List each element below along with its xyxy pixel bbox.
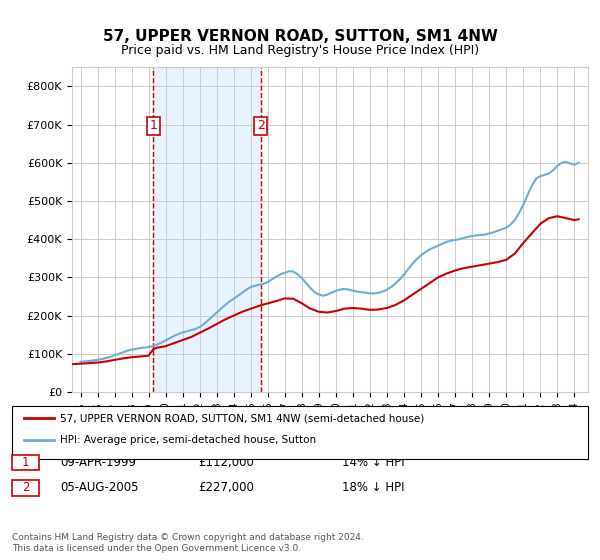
Text: 09-APR-1999: 09-APR-1999: [60, 456, 136, 469]
Text: Contains HM Land Registry data © Crown copyright and database right 2024.
This d: Contains HM Land Registry data © Crown c…: [12, 534, 364, 553]
Text: 2: 2: [257, 119, 265, 132]
Text: HPI: Average price, semi-detached house, Sutton: HPI: Average price, semi-detached house,…: [60, 435, 316, 445]
Text: 57, UPPER VERNON ROAD, SUTTON, SM1 4NW (semi-detached house): 57, UPPER VERNON ROAD, SUTTON, SM1 4NW (…: [60, 413, 424, 423]
Text: 57, UPPER VERNON ROAD, SUTTON, SM1 4NW: 57, UPPER VERNON ROAD, SUTTON, SM1 4NW: [103, 29, 497, 44]
Text: 05-AUG-2005: 05-AUG-2005: [60, 481, 139, 494]
Text: 2: 2: [22, 481, 29, 494]
Text: 1: 1: [149, 119, 157, 132]
Text: 1: 1: [22, 456, 29, 469]
Text: 14% ↓ HPI: 14% ↓ HPI: [342, 456, 404, 469]
Text: 18% ↓ HPI: 18% ↓ HPI: [342, 481, 404, 494]
Text: £112,000: £112,000: [198, 456, 254, 469]
Bar: [153, 67, 261, 392]
Text: Price paid vs. HM Land Registry's House Price Index (HPI): Price paid vs. HM Land Registry's House …: [121, 44, 479, 57]
Text: £227,000: £227,000: [198, 481, 254, 494]
